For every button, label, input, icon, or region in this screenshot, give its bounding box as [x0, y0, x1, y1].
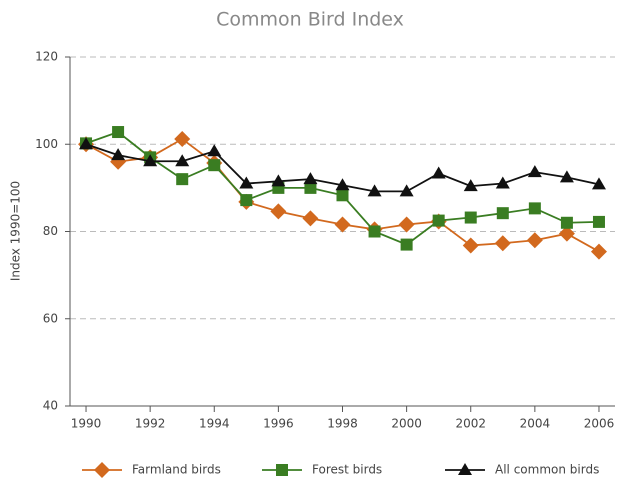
data-point [174, 131, 191, 148]
data-point [302, 210, 319, 227]
data-point [336, 189, 349, 202]
data-point [271, 174, 286, 187]
y-tick-label: 60 [43, 311, 58, 325]
data-point [239, 176, 254, 189]
x-tick-label: 2004 [520, 417, 551, 431]
x-tick-label: 1992 [135, 417, 166, 431]
x-tick-label: 1990 [71, 417, 102, 431]
data-point [270, 203, 287, 220]
legend-marker [94, 462, 110, 478]
legend-marker [276, 464, 288, 476]
data-point [143, 154, 158, 167]
data-point [494, 235, 511, 252]
data-point [208, 159, 221, 172]
data-point [367, 184, 382, 197]
x-tick-label: 2006 [584, 417, 615, 431]
x-tick-label: 1996 [263, 417, 294, 431]
y-tick-label: 100 [35, 137, 58, 151]
data-point [462, 237, 479, 254]
data-point [558, 225, 575, 242]
data-point [240, 194, 253, 207]
legend-label: Forest birds [312, 463, 382, 477]
data-point [463, 179, 478, 192]
data-point [464, 211, 477, 224]
x-tick-label: 2000 [391, 417, 422, 431]
data-point [496, 207, 509, 220]
data-point [431, 166, 446, 179]
data-point [207, 144, 222, 157]
data-point [399, 184, 414, 197]
data-point [495, 176, 510, 189]
data-point [591, 177, 606, 190]
data-point [175, 154, 190, 167]
data-point [303, 172, 318, 185]
y-tick-label: 40 [43, 399, 58, 413]
x-tick-label: 2002 [455, 417, 486, 431]
data-point [334, 216, 351, 233]
data-point [527, 165, 542, 178]
data-point [79, 137, 94, 150]
y-tick-label: 80 [43, 224, 58, 238]
data-point [528, 202, 541, 215]
y-tick-label: 120 [35, 50, 58, 64]
data-point [432, 214, 445, 227]
legend-label: All common birds [495, 463, 599, 477]
chart-title: Common Bird Index [216, 9, 404, 31]
data-point [176, 173, 189, 186]
data-point [368, 225, 381, 238]
data-point [304, 181, 317, 194]
data-point [400, 238, 413, 251]
y-axis-label: Index 1990=100 [9, 181, 23, 281]
x-tick-label: 1994 [199, 417, 230, 431]
data-point [112, 126, 125, 139]
data-point [590, 243, 607, 260]
x-tick-label: 1998 [327, 417, 358, 431]
data-point [526, 232, 543, 249]
data-point [398, 216, 415, 233]
data-point [559, 170, 574, 183]
legend-label: Farmland birds [132, 463, 221, 477]
data-point [335, 178, 350, 191]
data-point [560, 216, 573, 229]
data-point [592, 215, 605, 228]
legend-marker [458, 463, 472, 475]
data-point [111, 148, 126, 161]
